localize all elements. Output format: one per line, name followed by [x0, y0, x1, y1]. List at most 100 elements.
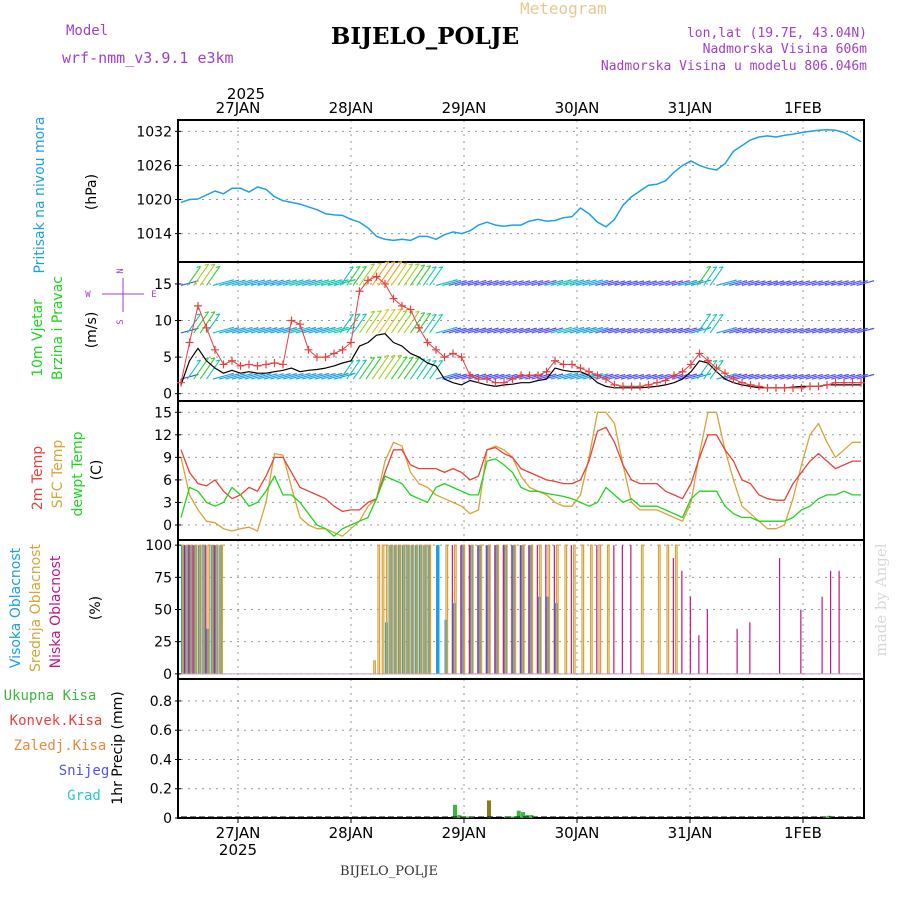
- wind-arrow: [193, 311, 210, 334]
- gust-marker: [695, 349, 704, 358]
- wind-arrow: [346, 313, 361, 334]
- wind-arrow: [429, 360, 444, 380]
- gust-marker: [338, 345, 347, 354]
- wind-arrow-head: [402, 310, 408, 313]
- low-cloud-bar: [528, 545, 530, 674]
- wind-arrow-head: [558, 327, 564, 330]
- wind-arrow-head: [671, 280, 677, 283]
- wind-arrow-head: [786, 374, 791, 377]
- low-cloud-bar: [706, 609, 708, 674]
- day-label: 27JAN: [216, 824, 261, 842]
- gust-marker: [576, 364, 585, 373]
- wind-arrow-head: [792, 374, 798, 377]
- compass-s: S: [116, 319, 126, 324]
- model-name: wrf-nmm_v3.9.1 e3km: [62, 49, 234, 67]
- wind-arrow: [696, 313, 712, 334]
- wind-arrow-head: [857, 373, 862, 376]
- wind-arrow-head: [292, 327, 297, 330]
- wind-arrow-head: [665, 280, 670, 283]
- low-cloud-bar: [511, 545, 513, 674]
- wind-arrow-head: [267, 279, 272, 282]
- wind-arrow-head: [331, 326, 336, 329]
- precip-bar: [487, 800, 491, 818]
- wind-arrow-head: [453, 372, 458, 375]
- wind-arrow-head: [620, 373, 626, 377]
- low-cloud-bar: [485, 545, 487, 674]
- wind-arrow-head: [468, 280, 474, 283]
- wind-arrow-head: [620, 327, 626, 330]
- wind-arrow-head: [761, 327, 766, 330]
- ytick-label: 6: [163, 473, 172, 489]
- precip-bar: [470, 817, 474, 818]
- compass-w: W: [85, 290, 91, 300]
- wind-arrow-head: [248, 279, 253, 282]
- wind-arrow-head: [481, 373, 487, 376]
- wind-arrow: [696, 266, 712, 286]
- wind-arrow-head: [706, 265, 711, 268]
- wind-arrow-head: [780, 327, 785, 331]
- wind-arrow: [390, 356, 408, 380]
- wind-arrow-head: [646, 327, 651, 331]
- wind-arrow-head: [869, 373, 875, 376]
- wind-arrow-head: [506, 280, 511, 283]
- wind-arrow-head: [761, 373, 766, 377]
- wind-arrow-head: [742, 327, 748, 330]
- day-label: 29JAN: [442, 99, 487, 117]
- wind-arrow-head: [362, 265, 367, 268]
- wind-arrow-head: [545, 280, 550, 283]
- wind-arrow-head: [706, 279, 712, 282]
- gust-marker: [772, 383, 780, 392]
- wind-arrow-head: [344, 372, 349, 375]
- wind-arrow-head: [639, 327, 645, 331]
- wind-arrow: [403, 357, 420, 380]
- wind-arrow-head: [552, 373, 557, 376]
- wind-ylabel-1: 10m Vjetar: [30, 299, 46, 377]
- wind-arrow-head: [426, 265, 431, 268]
- wind-arrow-head: [248, 373, 253, 376]
- wind-arrow-head: [324, 279, 330, 282]
- wind-arrow-head: [377, 310, 382, 313]
- temp-2m-line: [180, 426, 861, 513]
- wind-arrow: [186, 266, 202, 286]
- wind-arrow-head: [432, 266, 437, 269]
- low-cloud-bar: [213, 545, 215, 674]
- ytick-label: 0: [163, 387, 172, 403]
- wind-arrow-head: [737, 279, 742, 282]
- wind-arrow-head: [558, 373, 564, 376]
- wind-arrow-head: [538, 280, 544, 283]
- wind-arrow-head: [538, 327, 544, 330]
- clouds-panel: 0 25 50 75 100: [145, 538, 865, 683]
- gust-marker: [517, 371, 525, 380]
- precip-legend-item: Grad: [67, 788, 101, 804]
- wind-arrow-head: [500, 280, 505, 283]
- wind-arrow-head: [598, 373, 603, 376]
- altitude: Nadmorska Visina 606m: [703, 42, 868, 57]
- mid-cloud-bar: [674, 544, 678, 675]
- wind-arrow-head: [706, 327, 712, 330]
- wind-arrow-head: [494, 327, 499, 330]
- wind-arrow-head: [384, 261, 389, 264]
- wind-arrow-head: [355, 313, 361, 316]
- wind-arrow-head: [532, 327, 537, 330]
- wind-arrow-head: [780, 374, 785, 377]
- day-label: 1FEB: [784, 99, 822, 117]
- wind-arrow: [371, 355, 390, 380]
- wind-arrow-head: [370, 263, 375, 266]
- gust-marker: [202, 323, 211, 332]
- gust-marker: [542, 367, 551, 376]
- wind-arrow-head: [609, 280, 614, 283]
- wind-arrow: [416, 265, 432, 286]
- wind-arrow-head: [324, 326, 330, 330]
- wind-arrow: [397, 311, 414, 334]
- wind-arrow: [359, 263, 376, 286]
- wind-arrow-head: [818, 373, 823, 377]
- mid-cloud-bar: [598, 544, 602, 675]
- wind-arrow-head: [494, 280, 499, 283]
- wind-arrow-head: [780, 280, 785, 283]
- wind-arrow: [709, 314, 724, 334]
- wind-arrow-head: [306, 326, 311, 329]
- wind-arrow-head: [824, 280, 830, 283]
- gust-marker: [551, 356, 559, 365]
- wind-arrow-head: [487, 327, 493, 330]
